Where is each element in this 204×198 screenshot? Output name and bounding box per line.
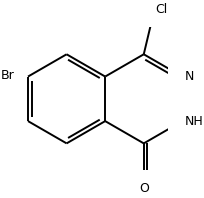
Text: NH: NH — [184, 115, 203, 128]
Text: Br: Br — [1, 69, 14, 82]
Text: N: N — [184, 70, 193, 83]
Text: O: O — [138, 182, 148, 195]
Text: Cl: Cl — [154, 3, 166, 16]
